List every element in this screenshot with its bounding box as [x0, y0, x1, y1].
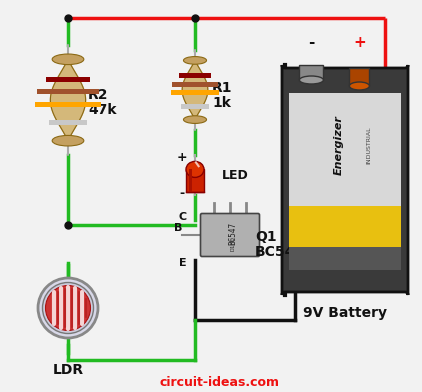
Polygon shape [50, 59, 86, 141]
Circle shape [46, 285, 90, 330]
Text: +: + [177, 151, 187, 163]
Bar [289, 247, 401, 270]
Bar [181, 104, 209, 109]
Text: +: + [353, 34, 366, 49]
Text: Q1: Q1 [255, 230, 277, 244]
Text: 9V Battery: 9V Battery [303, 306, 387, 320]
Text: INDUSTRIAL: INDUSTRIAL [366, 127, 371, 164]
Text: LED: LED [222, 169, 249, 181]
Text: 47k: 47k [88, 103, 116, 117]
Ellipse shape [299, 76, 323, 84]
Ellipse shape [349, 82, 369, 90]
Text: BC547: BC547 [228, 221, 237, 245]
Bar [299, 65, 323, 80]
Bar [349, 68, 369, 86]
Bar [186, 169, 204, 192]
Text: 1k: 1k [212, 96, 231, 110]
Text: B: B [174, 223, 182, 233]
Circle shape [38, 278, 98, 338]
Text: circuit-ideas.com: circuit-ideas.com [160, 376, 280, 388]
Text: -: - [179, 187, 184, 200]
Text: E: E [179, 258, 187, 268]
Circle shape [43, 283, 94, 334]
Bar [171, 91, 219, 96]
Text: R2: R2 [88, 88, 108, 102]
Bar [289, 93, 401, 206]
Bar [49, 120, 87, 125]
Text: D1F0: D1F0 [230, 236, 235, 250]
Text: R1: R1 [212, 81, 233, 95]
Bar [172, 82, 218, 87]
Text: LDR: LDR [52, 363, 84, 377]
Bar [37, 89, 99, 94]
Bar [179, 73, 211, 78]
Ellipse shape [184, 116, 206, 123]
Ellipse shape [52, 135, 84, 146]
Ellipse shape [186, 162, 204, 178]
Text: Energizer: Energizer [334, 116, 344, 175]
Bar [189, 169, 192, 192]
Ellipse shape [52, 54, 84, 65]
Text: BC547: BC547 [255, 245, 305, 259]
Text: -: - [308, 34, 314, 49]
FancyBboxPatch shape [282, 65, 408, 295]
Polygon shape [182, 60, 208, 120]
Text: C: C [179, 212, 187, 222]
Bar [289, 206, 401, 247]
Bar [46, 77, 89, 82]
FancyBboxPatch shape [200, 214, 260, 256]
Bar [35, 102, 101, 107]
Ellipse shape [184, 56, 206, 64]
